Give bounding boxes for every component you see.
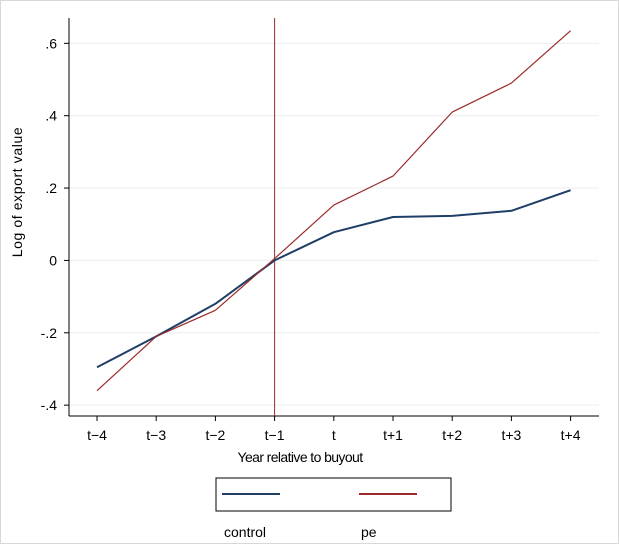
y-tick-label: -.4 xyxy=(41,397,58,413)
x-tick-label: t+1 xyxy=(383,427,403,443)
series-line-pe xyxy=(96,30,571,392)
x-tick-label: t−3 xyxy=(146,427,166,443)
legend-label-pe: pe xyxy=(361,524,377,540)
x-tick-label: t+2 xyxy=(442,427,462,443)
y-tick-label: .4 xyxy=(45,108,57,124)
y-tick-label: .6 xyxy=(45,35,57,51)
x-axis-title: Year relative to buyout xyxy=(238,449,364,465)
y-tick-label: .2 xyxy=(45,180,57,196)
x-tick-label: t+3 xyxy=(501,427,521,443)
y-axis-title: Log of export value xyxy=(9,127,25,257)
x-tick-label: t−2 xyxy=(205,427,225,443)
legend-label-control: control xyxy=(224,524,266,540)
x-tick-label: t−4 xyxy=(87,427,107,443)
plot-area xyxy=(69,18,599,416)
x-tick-label: t xyxy=(332,427,336,443)
series-line-control xyxy=(96,189,571,369)
x-tick-label: t+4 xyxy=(561,427,581,443)
x-tick-label: t−1 xyxy=(265,427,285,443)
y-tick-label: -.2 xyxy=(41,325,58,341)
y-tick-label: 0 xyxy=(49,252,57,268)
